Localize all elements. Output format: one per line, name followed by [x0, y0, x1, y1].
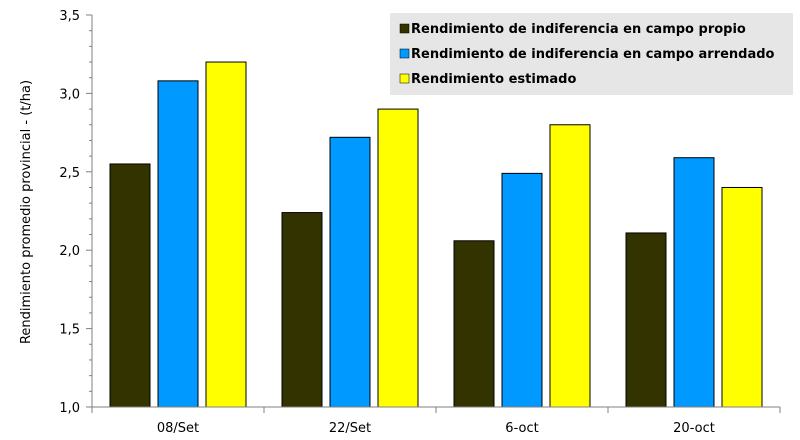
legend: Rendimiento de indiferencia en campo pro…: [390, 13, 793, 95]
bar-20oct-series-2: [673, 157, 715, 408]
x-category-label: 20-oct: [673, 421, 715, 436]
legend-label: Rendimiento estimado: [411, 72, 576, 87]
legend-box: [390, 13, 793, 95]
y-tick-label: 2,0: [59, 244, 80, 259]
x-category-label: 08/Set: [157, 421, 199, 436]
bars-group: [109, 61, 763, 408]
legend-swatch: [399, 73, 410, 84]
bar-22set-series-3: [377, 108, 419, 408]
bar-6oct-series-3: [549, 124, 591, 408]
y-tick-label: 1,0: [59, 401, 80, 416]
bar-22set-series-2: [329, 136, 371, 408]
y-tick-label: 3,0: [59, 87, 80, 102]
axes-group: 1,0 1,5 2,0 2,5 3,0 3,5 08/Set 22/Set 6-oct 20-oc…: [59, 9, 781, 436]
x-category-label: 22/Set: [329, 421, 371, 436]
legend-swatch: [399, 23, 410, 34]
bar-08set-series-3: [205, 61, 247, 408]
y-axis-title: Rendimiento promedio provincial - (t/ha): [19, 80, 34, 344]
y-tick-label: 2,5: [59, 166, 80, 181]
bar-08set-series-2: [157, 80, 199, 408]
bar-22set-series-1: [281, 212, 323, 408]
x-category-label: 6-oct: [505, 421, 538, 436]
legend-swatch: [399, 48, 410, 59]
legend-label: Rendimiento de indiferencia en campo pro…: [411, 22, 746, 37]
bar-20oct-series-1: [625, 232, 667, 408]
bar-6oct-series-2: [501, 172, 543, 408]
bar-08set-series-1: [109, 163, 151, 408]
y-tick-label: 3,5: [59, 9, 80, 24]
bar-6oct-series-1: [453, 240, 495, 408]
bar-20oct-series-3: [721, 186, 763, 408]
legend-label: Rendimiento de indiferencia en campo arr…: [411, 47, 775, 62]
y-tick-label: 1,5: [59, 323, 80, 338]
